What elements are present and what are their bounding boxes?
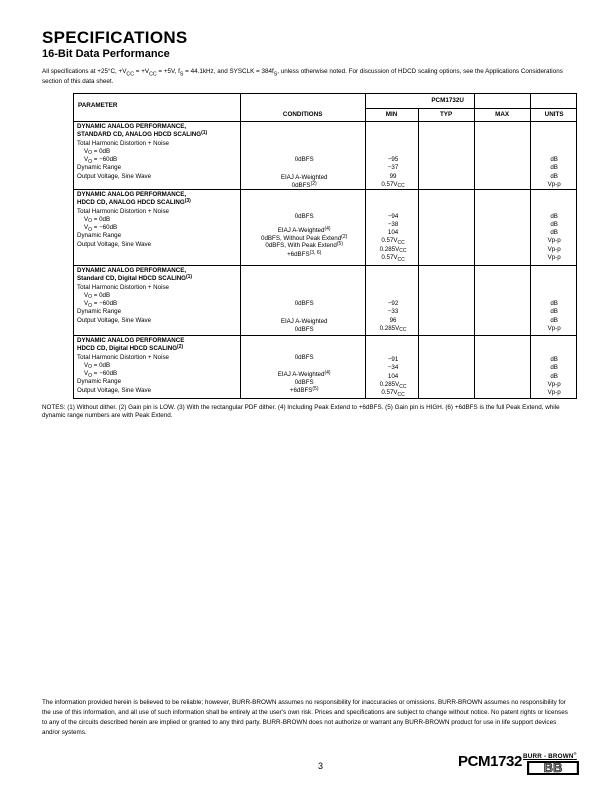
svg-text:BB: BB [544, 761, 563, 775]
